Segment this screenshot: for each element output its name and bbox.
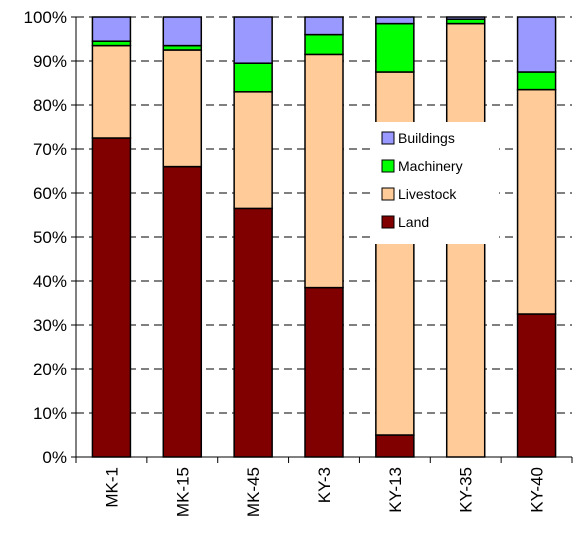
- bar-segment-buildings-mk-1: [91, 16, 132, 42]
- legend-background: [374, 122, 499, 244]
- x-tick-label: KY-35: [457, 467, 476, 513]
- y-tick-label: 40%: [33, 272, 67, 291]
- bar-segment-buildings-ky-13: [375, 16, 415, 25]
- bar-segment-livestock-mk-45: [233, 91, 273, 210]
- legend-swatch-buildings: [381, 131, 395, 145]
- x-tick-labels: MK-1 MK-15 MK-45 KY-3 KY-13 KY-35 KY-40: [102, 467, 546, 517]
- axes: [71, 16, 573, 463]
- bar-segment-machinery-ky-3: [304, 33, 344, 56]
- bar-segment-land-ky-3: [304, 286, 344, 458]
- y-tick-label: 100%: [24, 8, 67, 27]
- y-tick-label: 60%: [33, 184, 67, 203]
- bar-segment-buildings-ky-3: [304, 16, 344, 36]
- bar-segment-machinery-ky-13: [375, 22, 415, 73]
- legend-label-livestock: Livestock: [398, 186, 457, 202]
- legend-swatch-livestock: [381, 187, 395, 201]
- bar-segment-livestock-mk-1: [91, 44, 132, 139]
- x-tick-label: KY-3: [315, 467, 334, 503]
- y-tick-label: 0%: [42, 448, 67, 467]
- x-tick-label: MK-15: [173, 467, 192, 517]
- y-tick-label: 10%: [33, 404, 67, 423]
- bar-segment-land-ky-13: [375, 434, 415, 458]
- bar-segment-land-mk-15: [162, 165, 203, 458]
- bar-segment-livestock-ky-3: [304, 53, 344, 289]
- bar-segment-livestock-ky-40: [516, 88, 557, 315]
- legend-label-land: Land: [398, 214, 429, 230]
- y-tick-labels: 0% 10% 20% 30% 40% 50% 60% 70% 80% 90% 100%: [24, 8, 67, 467]
- bar-segment-machinery-ky-40: [516, 71, 557, 91]
- y-tick-label: 70%: [33, 140, 67, 159]
- x-tick-label: MK-45: [244, 467, 263, 517]
- bar-segment-machinery-mk-45: [233, 62, 273, 93]
- x-tick-label: KY-40: [528, 467, 547, 513]
- bar-segment-land-ky-40: [516, 313, 557, 458]
- bars: [91, 16, 557, 458]
- bar-segment-buildings-mk-45: [233, 16, 273, 64]
- y-tick-label: 20%: [33, 360, 67, 379]
- bar-segment-land-mk-1: [91, 137, 132, 458]
- bar-segment-livestock-mk-15: [162, 49, 203, 168]
- legend-label-machinery: Machinery: [398, 158, 463, 174]
- legend: Buildings Machinery Livestock Land: [374, 122, 499, 244]
- bar-segment-buildings-ky-35: [445, 16, 486, 20]
- y-tick-label: 80%: [33, 96, 67, 115]
- y-tick-label: 30%: [33, 316, 67, 335]
- y-tick-label: 90%: [33, 52, 67, 71]
- x-tick-label: KY-13: [386, 467, 405, 513]
- legend-swatch-machinery: [381, 159, 395, 173]
- bar-segment-buildings-mk-15: [162, 16, 203, 47]
- x-tick-label: MK-1: [102, 467, 121, 508]
- legend-swatch-land: [381, 215, 395, 229]
- y-tick-label: 50%: [33, 228, 67, 247]
- legend-label-buildings: Buildings: [398, 130, 455, 146]
- bar-segment-land-mk-45: [233, 207, 273, 458]
- bar-segment-buildings-ky-40: [516, 16, 557, 73]
